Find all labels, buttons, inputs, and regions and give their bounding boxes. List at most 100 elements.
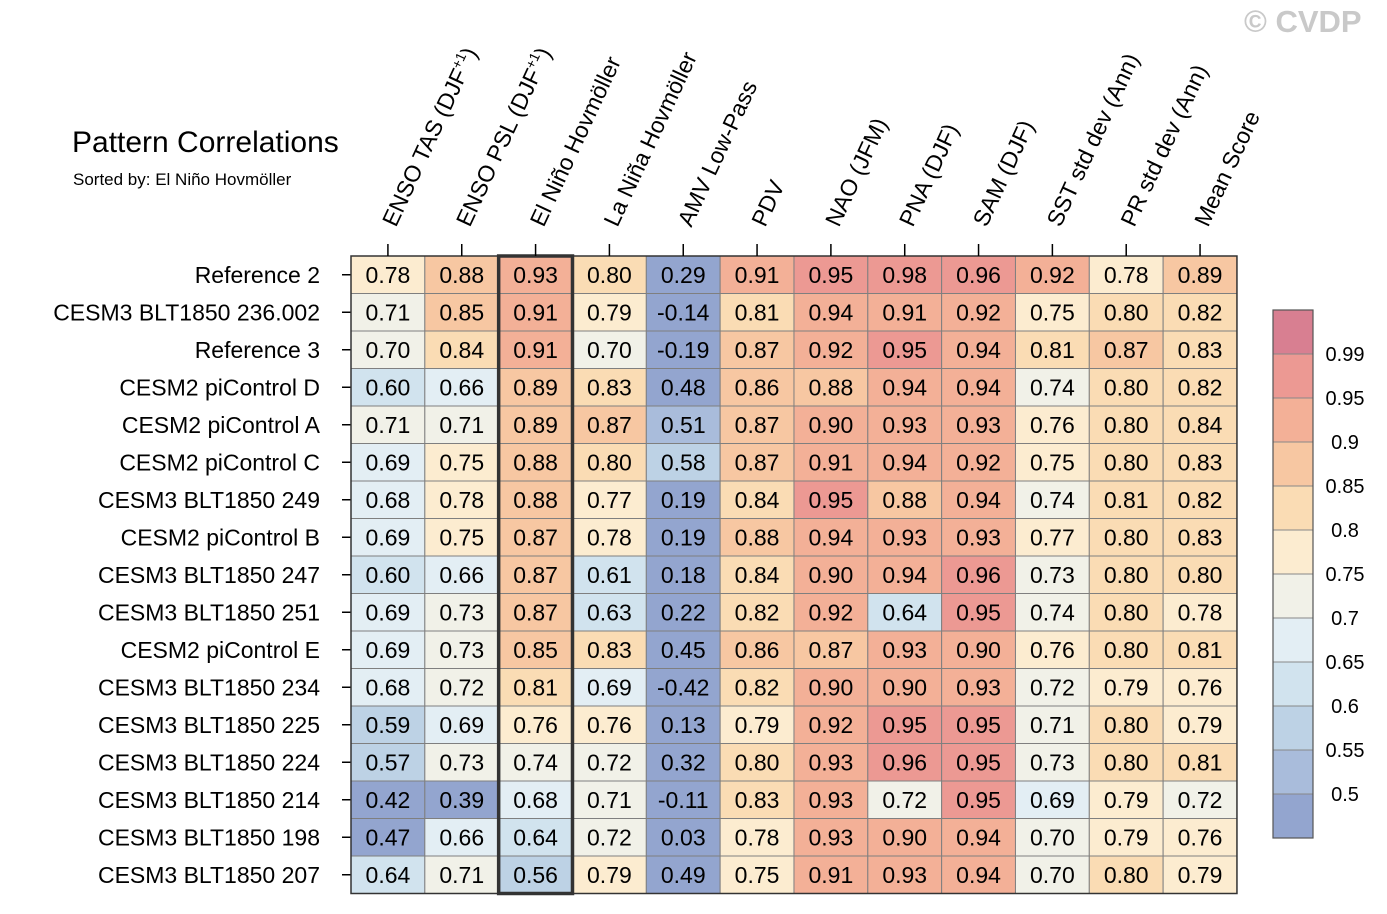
cell-value-label: 0.91 [809,862,854,888]
colorbar-tick-label: 0.95 [1326,388,1365,410]
cell-value-label: 0.60 [366,374,411,400]
cell-value-label: 0.87 [587,412,632,438]
cell-value-label: 0.80 [1104,562,1149,588]
cell-value-label: 0.73 [439,637,484,663]
heatmap-cell [498,330,573,369]
heatmap-cell [1014,630,1090,669]
cell-value-label: 0.92 [809,712,854,738]
heatmap-cell [1014,555,1090,594]
cell-value-label: 0.64 [366,862,411,888]
cell-value-label: 0.71 [587,787,632,813]
heatmap-cell [1088,330,1164,369]
cell-value-label: 0.60 [366,562,411,588]
heatmap-cell [867,743,943,782]
heatmap-cell [1162,855,1238,894]
cell-value-label: 0.98 [882,262,927,288]
cell-value-label: 0.93 [882,524,927,550]
cell-value-label: 0.68 [366,487,411,513]
cell-value-label: 0.86 [735,374,780,400]
cell-value-label: 0.19 [661,487,706,513]
cell-value-label: 0.78 [587,524,632,550]
cell-value-label: -0.11 [658,787,709,813]
cell-value-label: 0.82 [1178,487,1223,513]
heatmap-cell [424,555,500,594]
cell-value-label: 0.91 [735,262,780,288]
cell-value-label: 0.90 [882,824,927,850]
cell-value-label: 0.80 [587,449,632,475]
cell-value-label: 0.80 [1104,299,1149,325]
cell-value-label: 0.96 [956,262,1001,288]
heatmap-cell [1162,743,1238,782]
heatmap-cell [867,480,943,519]
cell-value-label: 0.69 [366,637,411,663]
heatmap-cell [719,368,795,407]
row-label: Reference 2 [195,262,320,288]
cell-value-label: 0.18 [661,562,706,588]
colorbar-segment [1272,529,1314,575]
cell-value-label: 0.94 [809,299,854,325]
colorbar-segment [1272,353,1314,399]
heatmap-cell [424,368,500,407]
cell-value-label: 0.32 [661,749,706,775]
cell-value-label: 0.69 [366,524,411,550]
heatmap-cell [1088,593,1164,632]
cell-value-label: 0.56 [513,862,558,888]
cell-value-label: 0.82 [735,674,780,700]
cell-value-label: 0.71 [439,862,484,888]
heatmap-cell [867,518,943,557]
cell-value-label: 0.93 [809,749,854,775]
heatmap-cell [941,780,1016,819]
cell-value-label: 0.83 [1178,337,1223,363]
heatmap-cell [1088,630,1164,669]
heatmap-cell [867,255,943,294]
cell-value-label: 0.85 [513,637,558,663]
heatmap-cell [1162,255,1238,294]
cell-value-label: 0.79 [587,862,632,888]
cell-value-label: 0.82 [735,599,780,625]
heatmap-cell [424,705,500,744]
colorbar-tick-label: 0.85 [1326,476,1365,498]
heatmap-cell [941,668,1016,707]
colorbar-tick-label: 0.65 [1326,652,1365,674]
heatmap-cell [793,668,869,707]
cell-value-label: 0.64 [882,599,927,625]
heatmap-cell [1014,330,1090,369]
cell-value-label: 0.94 [882,449,927,475]
cell-value-label: 0.87 [513,524,558,550]
cell-value-label: 0.90 [882,674,927,700]
cell-value-label: 0.70 [587,337,632,363]
cell-value-label: 0.94 [809,524,854,550]
heatmap-cell [719,555,795,594]
cell-value-label: 0.84 [439,337,484,363]
cell-value-label: 0.72 [882,787,927,813]
cell-value-label: 0.93 [513,262,558,288]
cell-value-label: 0.81 [1030,337,1075,363]
cell-value-label: 0.57 [366,749,411,775]
heatmap-cell [1162,330,1238,369]
cell-value-label: 0.79 [1178,862,1223,888]
heatmap-cell [867,855,943,894]
row-label: CESM3 BLT1850 247 [98,562,320,588]
cell-value-label: 0.42 [366,787,411,813]
heatmap-cell [867,405,943,444]
cell-value-label: 0.89 [1178,262,1223,288]
heatmap-cell [350,405,426,444]
heatmap-cell [793,518,869,557]
cell-value-label: 0.71 [439,412,484,438]
row-label: CESM3 BLT1850 236.002 [53,299,320,325]
heatmap-cell [645,330,721,369]
colorbar-tick-label: 0.99 [1326,344,1365,366]
cell-value-label: 0.66 [439,374,484,400]
cell-value-label: 0.96 [882,749,927,775]
colorbar-segment [1272,661,1314,707]
row-label: CESM3 BLT1850 207 [98,862,320,888]
cell-value-label: 0.94 [882,562,927,588]
cell-value-label: 0.91 [809,449,854,475]
cell-value-label: 0.72 [1030,674,1075,700]
cell-value-label: 0.58 [661,449,706,475]
heatmap-cell [645,405,721,444]
cell-value-label: 0.95 [956,712,1001,738]
cell-value-label: 0.92 [809,599,854,625]
cell-value-label: 0.81 [1178,749,1223,775]
colorbar-tick-label: 0.55 [1326,740,1365,762]
